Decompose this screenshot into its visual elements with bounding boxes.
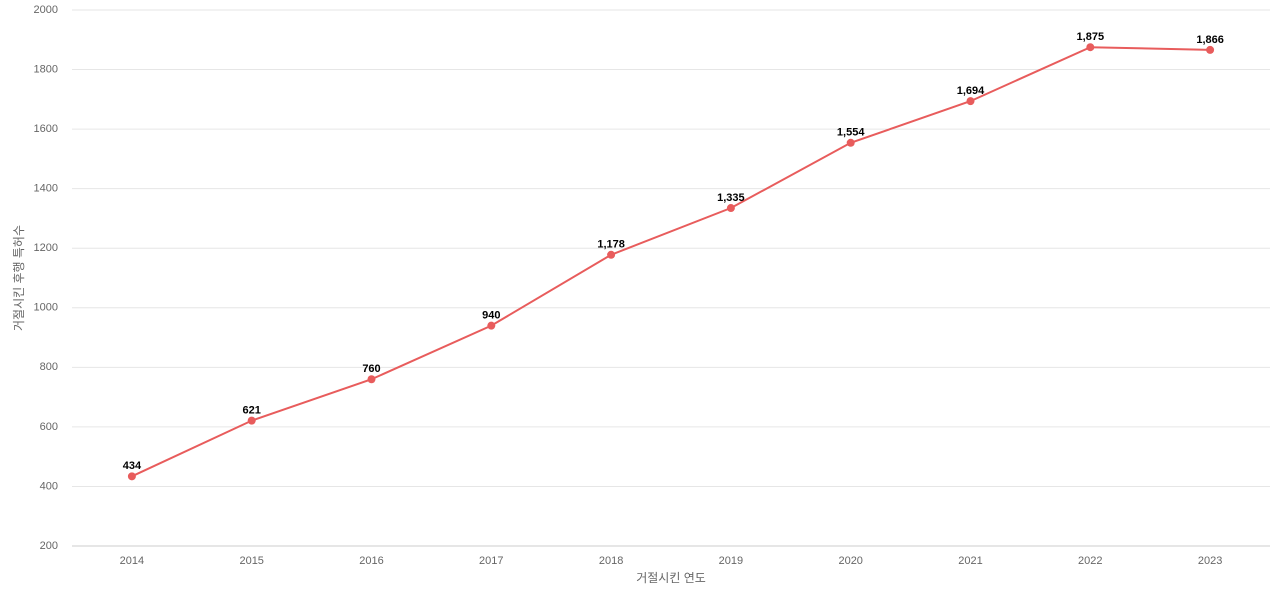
x-tick-label: 2021 <box>958 555 982 567</box>
data-point <box>127 472 136 481</box>
data-point <box>607 250 616 259</box>
x-tick-label: 2016 <box>359 555 383 567</box>
y-tick-label: 400 <box>40 480 58 492</box>
value-label: 1,554 <box>837 127 865 139</box>
value-label: 940 <box>482 310 500 322</box>
value-label: 1,866 <box>1196 34 1224 46</box>
data-line <box>131 46 1211 478</box>
y-tick-label: 1000 <box>34 302 58 314</box>
x-tick-label: 2019 <box>719 555 743 567</box>
x-axis-title: 거절시킨 연도 <box>636 571 706 585</box>
value-label: 760 <box>362 363 380 375</box>
x-tick-label: 2020 <box>838 555 862 567</box>
x-tick-label: 2022 <box>1078 555 1102 567</box>
data-point <box>1086 43 1095 52</box>
x-tick-label: 2015 <box>239 555 263 567</box>
x-tick-label: 2023 <box>1198 555 1222 567</box>
x-tick-label: 2017 <box>479 555 503 567</box>
data-point <box>966 97 975 106</box>
y-tick-label: 200 <box>40 540 58 552</box>
data-point <box>247 416 256 425</box>
x-tick-label: 2014 <box>120 555 144 567</box>
value-label: 1,335 <box>717 192 745 204</box>
value-label: 621 <box>243 405 261 417</box>
value-label: 434 <box>123 460 142 472</box>
y-axis-title: 거절시킨 후행 특허수 <box>11 225 26 331</box>
y-tick-label: 1400 <box>34 183 58 195</box>
y-tick-label: 1600 <box>34 123 58 135</box>
data-point <box>367 375 376 384</box>
data-point <box>726 204 735 213</box>
y-tick-label: 800 <box>40 361 58 373</box>
value-label: 1,694 <box>957 85 985 97</box>
y-tick-label: 1200 <box>34 242 58 254</box>
y-tick-label: 600 <box>40 421 58 433</box>
data-point <box>846 138 855 147</box>
x-tick-label: 2018 <box>599 555 623 567</box>
y-tick-label: 2000 <box>34 4 58 16</box>
value-label: 1,875 <box>1077 31 1105 43</box>
value-label: 1,178 <box>597 239 625 251</box>
data-point <box>1206 45 1215 54</box>
data-point <box>487 321 496 330</box>
y-tick-label: 1800 <box>34 63 58 75</box>
